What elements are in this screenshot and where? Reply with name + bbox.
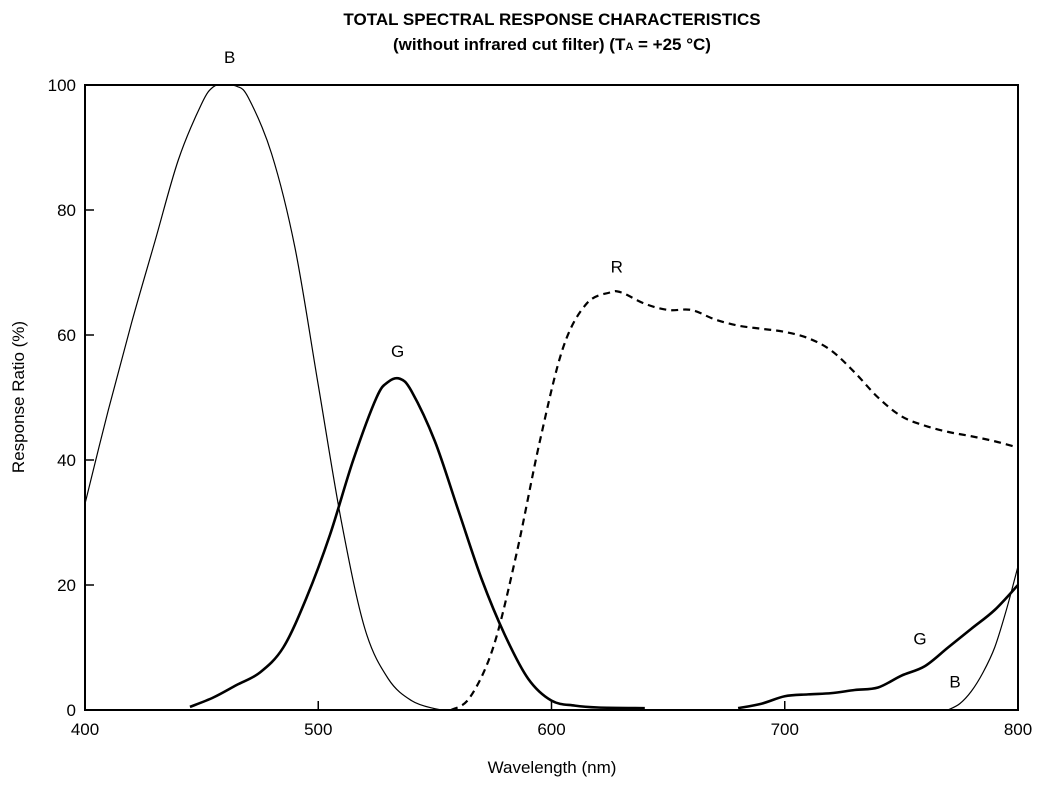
- chart-title: TOTAL SPECTRAL RESPONSE CHARACTERISTICS: [343, 10, 760, 29]
- y-tick-label: 80: [57, 201, 76, 220]
- series-r-line-4: [450, 290, 1019, 711]
- x-tick-label: 500: [304, 720, 332, 739]
- x-tick-label: 400: [71, 720, 99, 739]
- x-tick-label: 800: [1004, 720, 1032, 739]
- plot-layer: B G R G B: [84, 48, 1019, 711]
- curve-label-g: G: [913, 629, 926, 648]
- curve-label-b: B: [949, 673, 960, 692]
- y-tick-label: 20: [57, 576, 76, 595]
- curve-label-g: G: [391, 342, 404, 361]
- y-tick-label: 100: [48, 76, 76, 95]
- y-tick-label: 0: [67, 701, 76, 720]
- x-tick-label: 600: [537, 720, 565, 739]
- series-b-line-1: [947, 566, 1019, 711]
- x-axis-title: Wavelength (nm): [488, 758, 617, 777]
- axis-layer: 400 500 600 700 800 0 20 40 60 80 100: [48, 76, 1033, 739]
- y-tick-label: 40: [57, 451, 76, 470]
- y-tick-label: 60: [57, 326, 76, 345]
- chart-subtitle-suffix: = +25 °C): [633, 35, 711, 54]
- series-g-line-3: [737, 584, 1019, 710]
- chart-subtitle-subscript: A: [625, 41, 633, 53]
- series-g-line-2: [189, 376, 645, 710]
- curve-label-b: B: [224, 48, 235, 67]
- chart-subtitle: (without infrared cut filter) (TA = +25 …: [393, 35, 711, 54]
- chart-subtitle-prefix: (without infrared cut filter) (T: [393, 35, 626, 54]
- y-axis-title: Response Ratio (%): [9, 321, 28, 473]
- curve-label-r: R: [611, 258, 623, 277]
- x-tick-label: 700: [771, 720, 799, 739]
- series-b-line-0: [84, 84, 447, 711]
